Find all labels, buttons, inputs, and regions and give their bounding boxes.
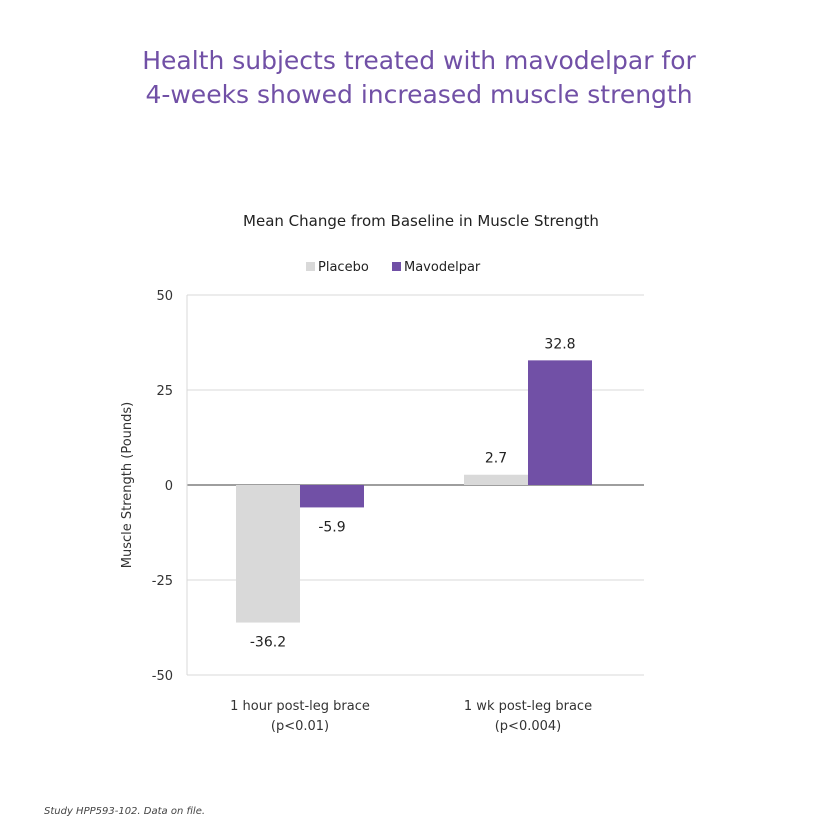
x-category-label-1-line-0: 1 wk post-leg brace	[464, 699, 592, 714]
bar-mavodelpar-0	[300, 485, 364, 508]
bar-placebo-1	[464, 474, 528, 485]
legend-label-placebo: Placebo	[318, 260, 369, 275]
bar-mavodelpar-1	[528, 360, 592, 485]
legend-label-mavodelpar: Mavodelpar	[404, 260, 481, 275]
y-tick-label: -25	[152, 574, 173, 589]
y-axis-label: Muscle Strength (Pounds)	[120, 402, 135, 568]
x-category-label-0-line-1: (p<0.01)	[271, 719, 329, 734]
headline: Health subjects treated with mavodelpar …	[0, 44, 838, 112]
footnote: Study HPP593-102. Data on file.	[44, 806, 206, 817]
y-tick-label: -50	[152, 669, 173, 684]
bar-placebo-0	[236, 485, 300, 623]
y-tick-label: 25	[156, 384, 173, 399]
y-tick-label: 50	[156, 289, 173, 304]
x-category-label-0-line-0: 1 hour post-leg brace	[230, 699, 370, 714]
chart-title: Mean Change from Baseline in Muscle Stre…	[243, 212, 599, 230]
legend-swatch-placebo	[306, 262, 315, 271]
x-category-label-1-line-1: (p<0.004)	[495, 719, 562, 734]
data-label-placebo-1: 2.7	[485, 451, 507, 467]
legend-swatch-mavodelpar	[392, 262, 401, 271]
headline-line-2: 4-weeks showed increased muscle strength	[145, 80, 693, 109]
data-label-placebo-0: -36.2	[250, 635, 286, 651]
headline-line-1: Health subjects treated with mavodelpar …	[142, 46, 696, 75]
data-label-mavodelpar-0: -5.9	[318, 519, 345, 535]
data-label-mavodelpar-1: 32.8	[544, 336, 575, 352]
y-tick-label: 0	[165, 479, 173, 494]
